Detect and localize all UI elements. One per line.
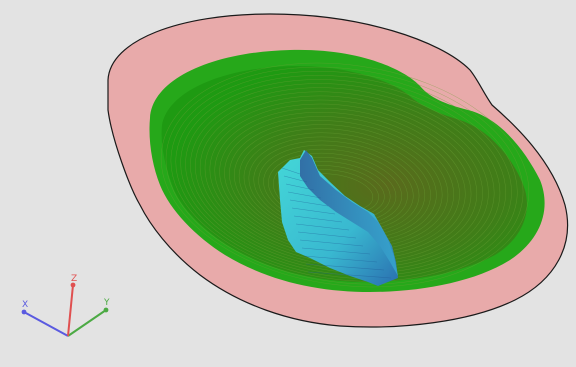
orebody [278, 150, 398, 286]
z-axis-line [67, 284, 74, 337]
y-axis-line [67, 309, 107, 337]
x-axis-label: X [22, 300, 28, 310]
z-axis-label: Z [71, 274, 77, 284]
y-axis-label: Y [103, 298, 110, 308]
pit-benches-inner [161, 65, 527, 282]
orebody-steps [281, 167, 392, 279]
y-axis-tip-icon [103, 307, 109, 313]
axes-gizmo[interactable]: X Y Z [21, 274, 110, 337]
z-axis-tip-icon [70, 282, 76, 288]
orebody-back [300, 150, 398, 276]
x-axis-tip-icon [21, 309, 27, 315]
x-axis-line [23, 311, 69, 337]
